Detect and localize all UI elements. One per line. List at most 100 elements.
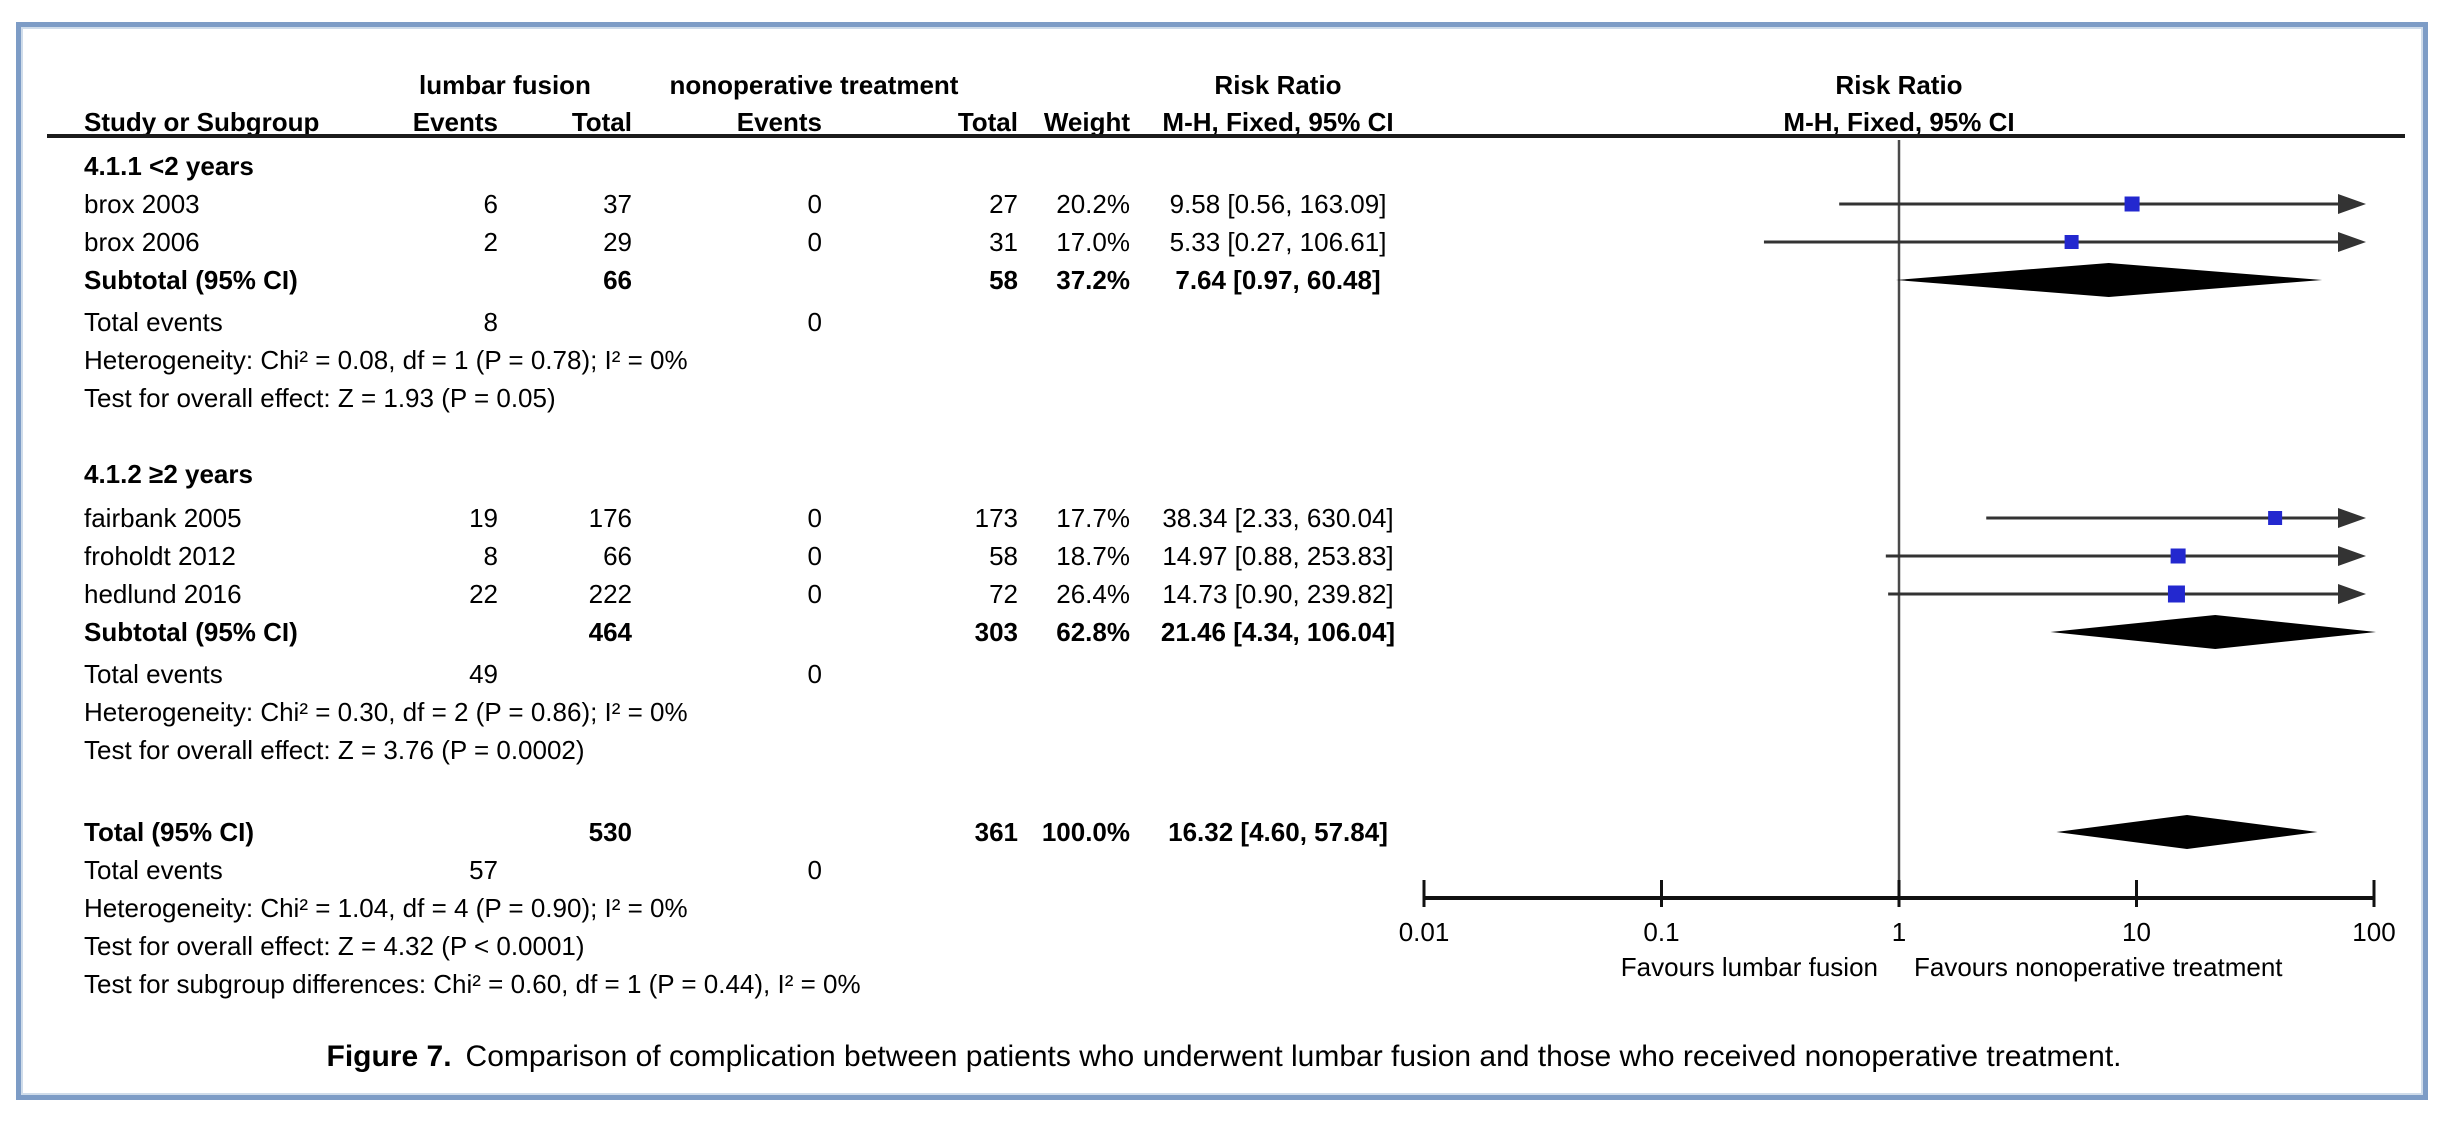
- row-label: Subtotal (95% CI): [84, 265, 298, 295]
- total-experimental: 66: [603, 265, 632, 295]
- axis-tick-label: 0.1: [1643, 917, 1679, 947]
- risk-ratio-ci-text: 16.32 [4.60, 57.84]: [1168, 817, 1388, 847]
- section-row: 4.1.2 ≥2 years: [0, 455, 2448, 493]
- risk-ratio-ci-text: 9.58 [0.56, 163.09]: [1169, 189, 1387, 219]
- total-control: 173: [974, 503, 1018, 533]
- row-label: 4.1.1 <2 years: [84, 151, 254, 181]
- study-row: fairbank 2005 19 176 0 173 17.7% 38.34 [2.33, …: [0, 499, 2448, 537]
- column-header-study: Study or Subgroup: [84, 107, 320, 137]
- column-header-events-1: Events: [412, 107, 498, 137]
- events-control: 0: [807, 503, 822, 533]
- axis-tick-label: 100: [2352, 917, 2395, 947]
- total-experimental: 530: [588, 817, 632, 847]
- total-experimental: 29: [603, 227, 632, 257]
- subtotal-row: Subtotal (95% CI) 66 58 37.2% 7.64 [0.97, 60…: [0, 261, 2448, 299]
- figure-caption-text: Comparison of complication between patie…: [465, 1040, 2122, 1073]
- row-label: Total events: [84, 855, 223, 885]
- ci-arrow-right: [2338, 508, 2366, 528]
- column-header-ci-right: M-H, Fixed, 95% CI: [1783, 107, 2015, 137]
- events-control: 0: [807, 189, 822, 219]
- study-row: froholdt 2012 8 66 0 58 18.7% 14.97 [0.88, 253…: [0, 537, 2448, 575]
- study-row: hedlund 2016 22 222 0 72 26.4% 14.73 [0.90, 23…: [0, 575, 2448, 613]
- study-label: fairbank 2005: [84, 503, 242, 533]
- figure-caption-label: Figure 7.: [326, 1040, 452, 1073]
- total-control: 361: [974, 817, 1018, 847]
- axis-tick-label: 10: [2122, 917, 2151, 947]
- total-control: 31: [989, 227, 1018, 257]
- study-label: brox 2003: [84, 189, 200, 219]
- total-events-experimental: 49: [469, 659, 498, 689]
- events-control: 0: [807, 541, 822, 571]
- events-experimental: 6: [483, 189, 498, 219]
- axis-tick-label: 1: [1892, 917, 1906, 947]
- column-header-weight: Weight: [1043, 107, 1130, 137]
- effect-header-right: Risk Ratio: [1835, 70, 1963, 100]
- risk-ratio-ci-text: 7.64 [0.97, 60.48]: [1175, 265, 1381, 295]
- row-label: Heterogeneity: Chi² = 1.04, df = 4 (P = …: [84, 893, 688, 923]
- row-label: Total events: [84, 659, 223, 689]
- group-header-lumbar-fusion: lumbar fusion: [419, 70, 591, 100]
- row-label: Total events: [84, 307, 223, 337]
- events-experimental: 22: [469, 579, 498, 609]
- events-control: 0: [807, 579, 822, 609]
- section-row: 4.1.1 <2 years: [0, 147, 2448, 185]
- events-row: Total events 57 0: [0, 851, 2448, 889]
- total-experimental: 464: [588, 617, 632, 647]
- row-label: Heterogeneity: Chi² = 0.08, df = 1 (P = …: [84, 345, 688, 375]
- stat-row: Test for overall effect: Z = 1.93 (P = 0…: [0, 379, 2448, 417]
- row-label: Test for overall effect: Z = 4.32 (P < 0…: [84, 931, 585, 961]
- pooled-diamond: [2056, 815, 2318, 849]
- figure-border: [16, 22, 2428, 1100]
- row-label: Test for overall effect: Z = 3.76 (P = 0…: [84, 735, 585, 765]
- stat-row: Test for overall effect: Z = 3.76 (P = 0…: [0, 731, 2448, 769]
- subtotal-row: Total (95% CI) 530 361 100.0% 16.32 [4.60, 5…: [0, 813, 2448, 851]
- study-row: brox 2003 6 37 0 27 20.2% 9.58 [0.56, 163.09]: [0, 185, 2448, 223]
- pooled-diamond: [2050, 615, 2376, 649]
- column-header-total-1: Total: [571, 107, 632, 137]
- effect-square-marker: [2170, 548, 2186, 564]
- stat-row: Heterogeneity: Chi² = 1.04, df = 4 (P = …: [0, 889, 2448, 927]
- total-experimental: 66: [603, 541, 632, 571]
- row-label: 4.1.2 ≥2 years: [84, 459, 253, 489]
- effect-square-marker: [2167, 585, 2185, 603]
- ci-arrow-right: [2338, 584, 2366, 604]
- row-label: Heterogeneity: Chi² = 0.30, df = 2 (P = …: [84, 697, 688, 727]
- events-experimental: 19: [469, 503, 498, 533]
- pooled-diamond: [1895, 263, 2323, 297]
- effect-square-marker: [2268, 511, 2283, 525]
- ci-arrow-right: [2338, 546, 2366, 566]
- subtotal-row: Subtotal (95% CI) 464 303 62.8% 21.46 [4.34,…: [0, 613, 2448, 651]
- weight-value: 20.2%: [1056, 189, 1130, 219]
- study-label: brox 2006: [84, 227, 200, 257]
- events-row: Total events 8 0: [0, 303, 2448, 341]
- events-experimental: 2: [483, 227, 498, 257]
- study-label: hedlund 2016: [84, 579, 242, 609]
- total-events-experimental: 57: [469, 855, 498, 885]
- row-label: Test for overall effect: Z = 1.93 (P = 0…: [84, 383, 556, 413]
- risk-ratio-ci-text: 5.33 [0.27, 106.61]: [1169, 227, 1387, 257]
- stat-row: Test for overall effect: Z = 4.32 (P < 0…: [0, 927, 2448, 965]
- favours-right-label: Favours nonoperative treatment: [1914, 952, 2283, 982]
- weight-value: 18.7%: [1056, 541, 1130, 571]
- events-row: Total events 49 0: [0, 655, 2448, 693]
- row-label: Total (95% CI): [84, 817, 254, 847]
- ci-arrow-right: [2338, 194, 2366, 214]
- stat-row: Test for subgroup differences: Chi² = 0.…: [0, 965, 2448, 1003]
- row-label: Subtotal (95% CI): [84, 617, 298, 647]
- stat-row: Heterogeneity: Chi² = 0.08, df = 1 (P = …: [0, 341, 2448, 379]
- stat-row: Heterogeneity: Chi² = 0.30, df = 2 (P = …: [0, 693, 2448, 731]
- effect-square-marker: [2064, 235, 2079, 249]
- total-experimental: 37: [603, 189, 632, 219]
- total-control: 303: [974, 617, 1018, 647]
- effect-square-marker: [2124, 196, 2140, 212]
- weight-value: 100.0%: [1041, 817, 1130, 847]
- total-control: 27: [989, 189, 1018, 219]
- column-header-total-2: Total: [957, 107, 1018, 137]
- risk-ratio-ci-text: 21.46 [4.34, 106.04]: [1160, 617, 1396, 647]
- total-control: 58: [989, 265, 1018, 295]
- events-experimental: 8: [483, 541, 498, 571]
- risk-ratio-ci-text: 38.34 [2.33, 630.04]: [1162, 503, 1394, 533]
- figure-caption: Figure 7. Comparison of complication betw…: [0, 1040, 2448, 1074]
